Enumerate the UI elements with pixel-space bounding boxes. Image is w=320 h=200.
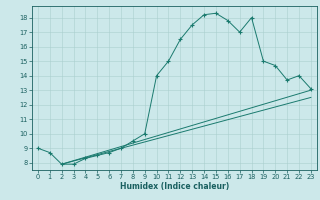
X-axis label: Humidex (Indice chaleur): Humidex (Indice chaleur) (120, 182, 229, 191)
